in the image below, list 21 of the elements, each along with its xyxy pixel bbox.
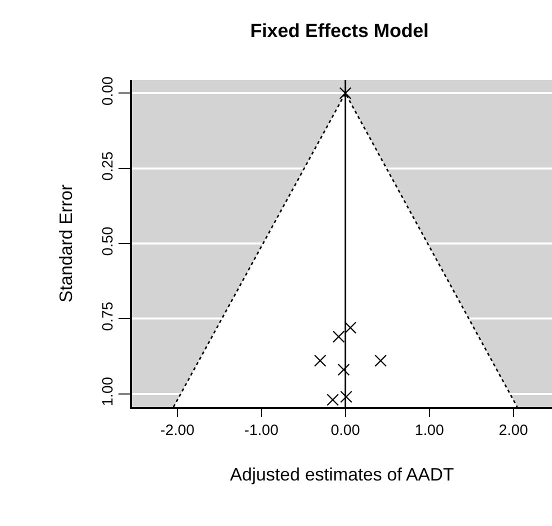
point: [374, 354, 387, 367]
point: [332, 330, 345, 343]
x-axis-title: Adjusted estimates of AADT: [230, 464, 454, 484]
x-tick-label: 2.00: [498, 422, 528, 439]
point: [339, 87, 352, 100]
x-tick-label: 0.00: [330, 422, 360, 439]
point: [314, 354, 326, 367]
y-tick-label: 0.75: [99, 302, 116, 331]
point: [344, 322, 356, 334]
chart-title: Fixed Effects Model: [250, 20, 429, 42]
point: [340, 390, 352, 403]
y-tick-label: 0.00: [99, 76, 116, 106]
x-tick-label: -2.00: [160, 422, 194, 439]
x-tick-label: 1.00: [414, 422, 444, 439]
y-tick-label: 0.50: [99, 226, 116, 256]
point: [338, 364, 350, 376]
y-tick-label: 0.25: [99, 152, 116, 181]
y-tick-label: 1.00: [99, 376, 116, 406]
x-tick-label: -1.00: [244, 422, 278, 439]
y-axis-title: Standard Error: [56, 184, 76, 303]
point: [326, 394, 339, 406]
